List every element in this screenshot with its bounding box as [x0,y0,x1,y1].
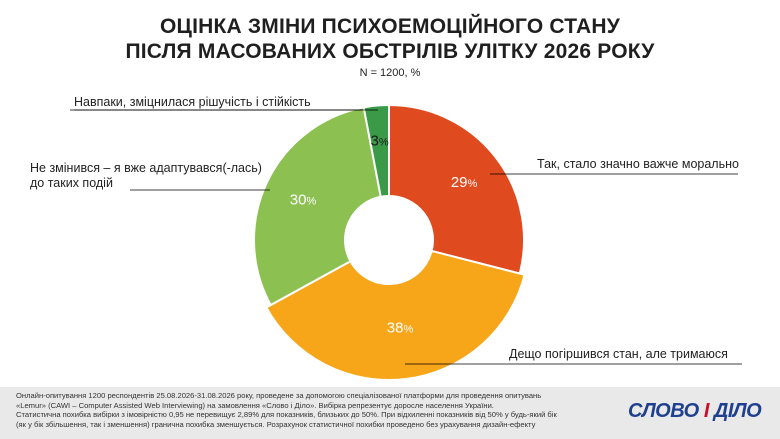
slice-value-label: 30% [290,192,317,209]
donut-slice [264,249,526,381]
methodology-line-3: Статистична похибка вибірки з імовірніст… [16,410,557,420]
leader-lines [70,109,742,365]
methodology-line-2: «Lemur» (CAWI – Computer Assisted Web In… [16,400,494,410]
chart-title: ОЦІНКА ЗМІНИ ПСИХОЕМОЦІЙНОГО СТАНУ ПІСЛЯ… [0,14,780,64]
logo-word-1: СЛОВО [628,400,704,422]
slice-value-label: 38% [387,319,414,336]
label-stronger: Навпаки, зміцнилася рішучість і стійкіст… [74,95,311,109]
methodology-note: Онлайн-опитування 1200 респондентів 25.0… [16,391,576,429]
logo-word-2: І [703,400,710,422]
title-line-1: ОЦІНКА ЗМІНИ ПСИХОЕМОЦІЙНОГО СТАНУ [160,15,620,38]
brand-logo: СЛОВО І ДІЛО [628,400,762,423]
label-somewhat-worse: Дещо погіршився стан, але тримаюся [509,347,728,361]
slice-value-label: 29% [451,174,478,191]
label-so-harder: Так, стало значно важче морально [537,157,739,171]
label-not-changed-1: Не змінився – я вже адаптувався(-лась) [30,161,262,175]
donut-slice [253,106,382,307]
methodology-line-1: Онлайн-опитування 1200 респондентів 25.0… [16,391,542,400]
donut-value-labels: 29% 38% 30% 3% [290,132,478,336]
donut-chart: 29% 38% 30% 3% Навпаки, зміцнилася рішучіст… [30,95,742,381]
chart-subtitle: N = 1200, % [359,67,421,79]
donut-slice [388,103,525,275]
donut-slice [362,103,390,198]
slice-value-label: 3% [371,132,389,149]
footer: Онлайн-опитування 1200 респондентів 25.0… [0,387,780,439]
logo-word-3: ДІЛО [708,400,762,422]
label-not-changed-2: до таких подій [30,176,113,190]
donut-slices [253,103,526,381]
methodology-line-4: (як у бік збільшення, так і зменшення) г… [16,419,536,429]
title-line-2: ПІСЛЯ МАСОВАНИХ ОБСТРІЛІВ УЛІТКУ 2026 РО… [125,40,655,63]
